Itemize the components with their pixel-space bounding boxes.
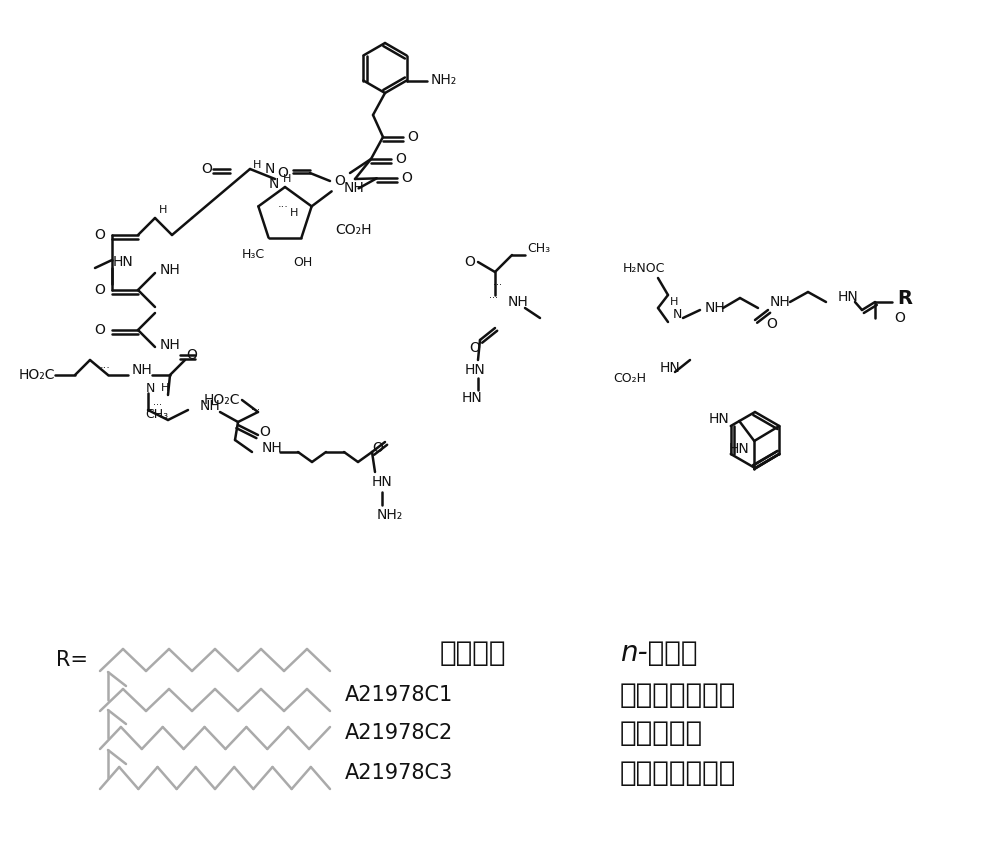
Text: NH: NH [200,399,221,413]
Text: n-癸酰基: n-癸酰基 [620,639,698,667]
Text: O: O [408,130,418,144]
Text: O: O [335,174,345,188]
Text: CH₃: CH₃ [145,408,168,421]
Text: H: H [159,205,167,215]
Text: HO₂C: HO₂C [18,368,55,382]
Text: NH₂: NH₂ [377,508,403,522]
Text: H: H [283,174,291,184]
Text: CH₃: CH₃ [527,242,550,255]
Text: O: O [187,348,197,362]
Text: HN: HN [462,391,482,405]
Text: CO₂H: CO₂H [335,223,371,237]
Text: NH: NH [344,181,364,195]
Text: HN: HN [838,290,859,304]
Text: ···: ··· [492,280,502,290]
Text: HN: HN [728,442,749,456]
Text: R=: R= [56,650,88,670]
Text: O: O [767,317,777,331]
Text: HN: HN [372,475,392,489]
Text: O: O [278,166,288,180]
Text: 十三烷基异丙酯: 十三烷基异丙酯 [620,759,736,787]
Text: NH: NH [705,301,726,315]
Text: NH: NH [160,263,181,277]
Text: N: N [269,177,279,191]
Text: H₂NOC: H₂NOC [623,262,665,275]
Text: H: H [161,383,169,393]
Text: H: H [290,208,298,218]
Text: H: H [253,160,261,170]
Text: NH: NH [160,338,181,352]
Text: NH: NH [508,295,529,309]
Text: A21978C2: A21978C2 [345,723,453,743]
Text: O: O [260,425,270,439]
Text: H₃C: H₃C [242,249,265,262]
Text: 十一烷基异丙酯: 十一烷基异丙酯 [620,681,736,709]
Text: N: N [146,381,155,394]
Text: A21978C1: A21978C1 [345,685,453,705]
Text: NH: NH [132,363,153,377]
Text: 异十二烷基: 异十二烷基 [620,719,703,747]
Text: A21978C3: A21978C3 [345,763,453,783]
Text: O: O [895,311,905,325]
Text: HO₂C: HO₂C [204,393,240,407]
Text: ···: ··· [278,202,288,212]
Text: OH: OH [293,257,312,270]
Text: CO₂H: CO₂H [614,371,646,384]
Text: N: N [265,162,275,176]
Text: HN: HN [113,255,133,269]
Text: O: O [95,283,105,297]
Text: HN: HN [660,361,681,375]
Text: ···: ··· [488,293,498,303]
Text: O: O [373,441,383,455]
Text: R: R [898,289,912,308]
Text: O: O [401,172,412,186]
Text: ···: ··· [100,363,110,373]
Text: H: H [670,297,678,307]
Text: O: O [202,162,212,176]
Text: O: O [95,323,105,337]
Text: ···: ··· [250,405,260,415]
Text: O: O [95,228,105,242]
Text: O: O [465,255,475,269]
Text: NH: NH [770,295,791,309]
Text: NH₂: NH₂ [431,74,457,88]
Text: HN: HN [465,363,485,377]
Text: HN: HN [708,412,729,426]
Text: O: O [396,152,406,166]
Text: N: N [673,309,682,322]
Text: O: O [470,341,480,355]
Text: 达托霉素: 达托霉素 [440,639,507,667]
Text: NH: NH [262,441,283,455]
Text: ···: ··· [154,400,162,410]
